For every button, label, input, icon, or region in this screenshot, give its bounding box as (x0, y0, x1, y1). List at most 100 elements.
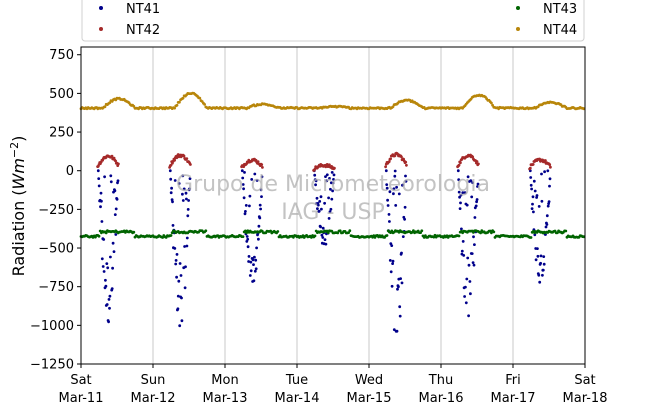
nt41-point (105, 262, 109, 265)
nt41-point (187, 199, 191, 202)
y-tick-label: 500 (49, 87, 74, 102)
nt41-point (188, 187, 191, 191)
nt41-point (183, 286, 187, 290)
nt41-point (396, 287, 399, 291)
nt41-point (242, 187, 246, 191)
nt41-point (240, 169, 244, 173)
nt41-point (313, 173, 317, 177)
nt41-point (391, 262, 394, 265)
nt41-point (391, 259, 395, 263)
nt41-point (458, 195, 461, 199)
nt41-point (181, 199, 185, 202)
nt41-point (259, 207, 262, 211)
nt42-point (548, 163, 552, 167)
nt43-point (564, 229, 568, 233)
nt41-point (536, 254, 540, 258)
nt41-point (188, 177, 192, 181)
nt41-point (390, 284, 394, 288)
ylabel-base: Radiation ( (9, 189, 28, 276)
nt41-point (97, 177, 101, 181)
plot-frame (80, 46, 586, 365)
nt43-point (204, 229, 208, 233)
nt41-point (109, 180, 113, 184)
nt42-point (477, 162, 480, 166)
nt41-point (471, 261, 475, 264)
nt41-point (399, 277, 402, 280)
nt41-point (184, 265, 187, 269)
nt41-point (543, 170, 546, 174)
nt41-point (388, 220, 391, 223)
nt41-point (467, 263, 471, 267)
nt42-point (110, 154, 114, 158)
nt41-point (461, 240, 465, 243)
legend-marker-nt43 (516, 6, 520, 10)
nt41-point (180, 319, 184, 323)
nt41-point (390, 244, 394, 248)
nt41-point (253, 269, 257, 273)
nt41-point (109, 255, 112, 259)
series-nt42 (96, 151, 552, 172)
nt41-point (395, 329, 399, 333)
nt41-point (169, 177, 173, 181)
nt42-point (389, 157, 392, 161)
nt41-point (330, 171, 334, 174)
nt41-point (469, 292, 472, 296)
y-tick-label: 750 (49, 48, 74, 63)
nt42-point (549, 165, 552, 169)
nt41-point (397, 285, 400, 289)
nt41-point (476, 182, 480, 186)
nt43-point (132, 230, 136, 234)
x-tick-day-label: Mon (211, 373, 238, 388)
y-tick-label: 250 (49, 126, 74, 141)
nt41-point (99, 191, 103, 195)
nt44-point (173, 106, 177, 110)
nt41-point (247, 255, 251, 258)
nt41-point (102, 270, 106, 273)
nt41-point (173, 179, 177, 182)
nt41-point (331, 181, 335, 185)
nt41-point (404, 174, 407, 178)
nt41-point (249, 260, 253, 264)
nt41-point (115, 197, 119, 201)
nt41-point (547, 200, 551, 204)
nt42-point (528, 166, 532, 170)
nt41-point (329, 207, 333, 211)
nt42-point (185, 157, 189, 161)
nt41-point (465, 277, 469, 281)
nt42-point (544, 159, 547, 162)
nt41-point (254, 267, 258, 271)
nt41-point (181, 192, 184, 196)
nt41-point (259, 188, 263, 192)
nt41-point (530, 187, 533, 191)
nt41-point (250, 178, 254, 181)
nt41-point (113, 213, 117, 217)
nt41-point (538, 280, 542, 284)
nt41-point (112, 250, 116, 254)
nt41-point (529, 183, 533, 187)
nt41-point (539, 261, 542, 265)
nt41-point (459, 201, 462, 205)
nt42-point (261, 166, 264, 169)
nt41-point (317, 209, 321, 213)
nt41-point (395, 185, 398, 189)
nt41-point (100, 199, 103, 203)
nt41-point (329, 187, 332, 191)
nt41-point (321, 226, 325, 230)
nt41-point (388, 190, 392, 194)
nt43-point (582, 235, 586, 239)
nt41-point (327, 217, 331, 220)
nt41-point (332, 173, 336, 177)
nt43-point (492, 230, 496, 234)
nt41-point (316, 203, 320, 207)
nt41-point (464, 301, 468, 305)
nt41-point (245, 240, 249, 243)
nt41-point (457, 178, 461, 182)
plot-area (79, 91, 586, 333)
nt41-point (393, 174, 397, 178)
nt41-point (384, 169, 388, 173)
x-tick-date-label: Mar-18 (563, 391, 608, 406)
nt41-point (255, 246, 258, 250)
nt43-point (313, 234, 317, 238)
watermark-line-1: Grupo de Micrometeorologia (176, 172, 490, 197)
nt41-point (106, 266, 110, 270)
